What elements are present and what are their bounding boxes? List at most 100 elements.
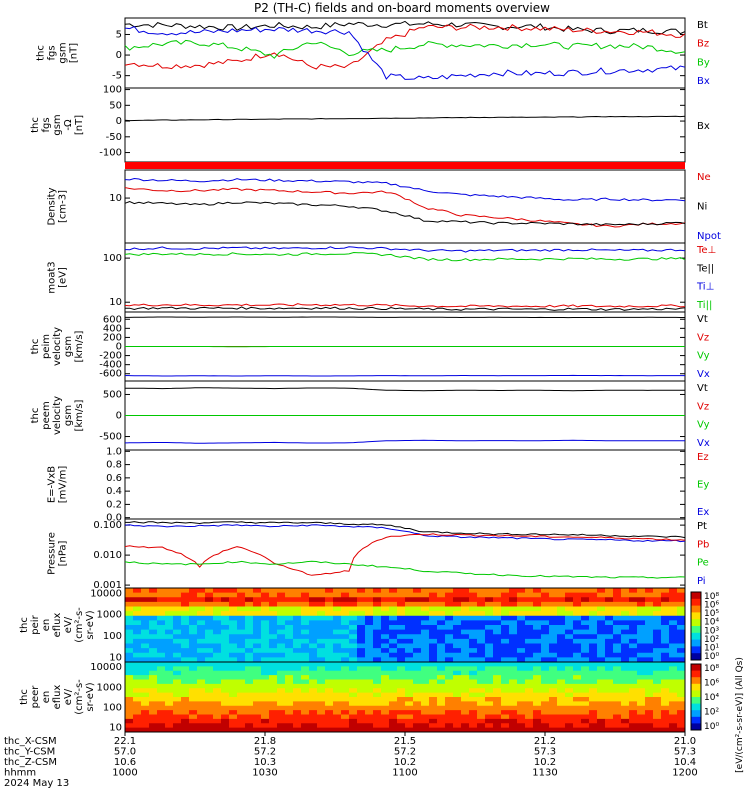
spectrogram-cell [541, 597, 550, 603]
spectrogram-cell [349, 615, 358, 621]
spectrogram-cell [285, 701, 294, 707]
colorbar-cell [691, 619, 701, 627]
spectrogram-cell [181, 634, 190, 640]
spectrogram-cell [669, 714, 678, 720]
spectrogram-cell [629, 666, 638, 672]
spectrogram-cell [365, 705, 374, 711]
spectrogram-cell [261, 688, 270, 694]
spectrogram-cell [253, 629, 262, 635]
spectrogram-cell [613, 662, 622, 667]
spectrogram-cell [549, 662, 558, 667]
spectrogram-cell [245, 625, 254, 631]
spectrogram-cell [653, 723, 662, 729]
spectrogram-cell [509, 675, 518, 680]
ylabel-line: velocity [52, 396, 63, 435]
spectrogram-cell [381, 615, 390, 621]
spectrogram-cell [269, 643, 278, 649]
spectrogram-cell [373, 634, 382, 640]
spectrogram-cell [493, 634, 502, 640]
spectrogram-cell [333, 679, 342, 685]
legend-efield-Ey: Ey [697, 480, 709, 491]
spectrogram-cell [653, 666, 662, 672]
ytick-peim: 0 [116, 342, 122, 353]
spectrogram-cell [501, 675, 510, 680]
spectrogram-cell [205, 606, 214, 612]
spectrogram-cell [645, 638, 654, 644]
colorbar-cell [691, 697, 701, 705]
ytick-fgs: 5 [116, 29, 122, 40]
spectrogram-cell [125, 705, 134, 711]
spectrogram-cell [637, 662, 646, 667]
spectrogram-cell [429, 675, 438, 680]
spectrogram-cell [533, 625, 542, 631]
spectrogram-cell [541, 675, 550, 680]
ytick-pressure: 0.010 [93, 550, 122, 561]
spectrogram-cell [213, 666, 222, 672]
spectrogram-cell [141, 727, 150, 733]
spectrogram-cell [397, 652, 406, 658]
spectrogram-cell [597, 611, 606, 617]
spectrogram-cell [317, 714, 326, 720]
spectrogram-cell [613, 666, 622, 672]
spectrogram-cell [533, 666, 542, 672]
spectrogram-cell [677, 692, 686, 698]
spectrogram-cell [581, 683, 590, 689]
spectrogram-cell [261, 606, 270, 612]
spectrogram-cell [253, 662, 262, 667]
spectrogram-cell [269, 692, 278, 698]
spectrogram-cell [165, 666, 174, 672]
spectrogram-cell [301, 648, 310, 654]
spectrogram-cell [605, 701, 614, 707]
spectrogram-cell [469, 643, 478, 649]
spectrogram-cell [285, 597, 294, 603]
ylabel-line: [nPa] [58, 540, 69, 566]
spectrogram-cell [397, 611, 406, 617]
spectrogram-cell [149, 634, 158, 640]
spectrogram-cell [325, 588, 334, 594]
spectrogram-cell [293, 611, 302, 617]
spectrogram-cell [669, 679, 678, 685]
series-line-peem-Vx [124, 439, 685, 444]
spectrogram-cell [149, 629, 158, 635]
spectrogram-cell [213, 710, 222, 715]
spectrogram-cell [237, 648, 246, 654]
ytick-fgs: -5 [112, 71, 122, 82]
spectrogram-cell [309, 625, 318, 631]
spectrogram-cell [605, 597, 614, 603]
spectrogram-cell [373, 688, 382, 694]
spectrogram-cell [565, 597, 574, 603]
spectrogram-cell [253, 638, 262, 644]
legend-pressure-Pe: Pe [697, 558, 709, 569]
spectrogram-cell [237, 710, 246, 715]
spectrogram-cell [581, 675, 590, 680]
spectrogram-cell [605, 620, 614, 626]
spectrogram-cell [493, 588, 502, 594]
spectrogram-cell [437, 588, 446, 594]
spectrogram-cell [605, 615, 614, 621]
spectrogram-cell [125, 714, 134, 720]
spectrogram-cell [677, 675, 686, 680]
spectrogram-cell [557, 597, 566, 603]
spectrogram-cell [525, 662, 534, 667]
spectrogram-cell [277, 662, 286, 667]
spectrogram-cell [285, 634, 294, 640]
spectrogram-cell [237, 670, 246, 676]
spectrogram-cell [149, 701, 158, 707]
spectrogram-cell [277, 588, 286, 594]
spectrogram-cell [661, 670, 670, 676]
spectrogram-cell [365, 643, 374, 649]
spectrogram-cell [317, 701, 326, 707]
spectrogram-cell [173, 727, 182, 733]
spectrogram-cell [469, 597, 478, 603]
spectrogram-cell [141, 675, 150, 680]
spectrogram-cell [493, 701, 502, 707]
spectrogram-cell [181, 662, 190, 667]
spectrogram-cell [141, 692, 150, 698]
spectrogram-cell [293, 701, 302, 707]
ytick-efield: 0.6 [106, 473, 122, 484]
spectrogram-cell [677, 648, 686, 654]
spectrogram-cell [181, 597, 190, 603]
spectrogram-cell [565, 705, 574, 711]
spectrogram-cell [125, 592, 134, 598]
spectrogram-cell [677, 606, 686, 612]
